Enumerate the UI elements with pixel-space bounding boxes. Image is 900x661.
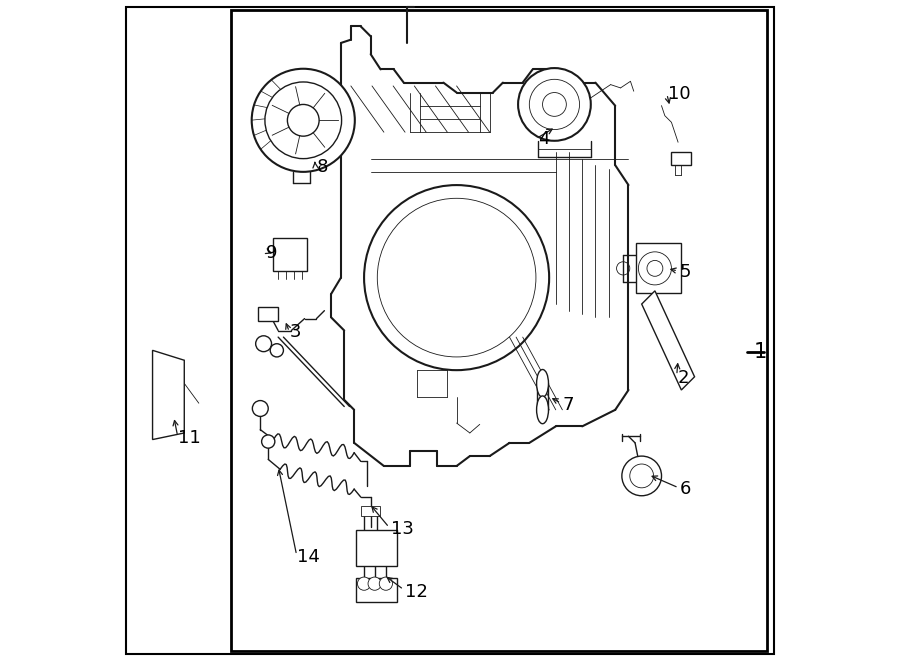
Circle shape xyxy=(252,401,268,416)
Text: 3: 3 xyxy=(290,323,302,341)
Circle shape xyxy=(368,577,382,590)
Bar xyxy=(362,506,380,516)
Text: 1: 1 xyxy=(754,342,768,362)
Polygon shape xyxy=(153,350,184,440)
Circle shape xyxy=(270,344,284,357)
Text: 10: 10 xyxy=(668,85,691,103)
Text: 12: 12 xyxy=(405,582,428,601)
Circle shape xyxy=(256,336,272,352)
Circle shape xyxy=(252,69,355,172)
Bar xyxy=(356,578,397,602)
Text: 13: 13 xyxy=(391,520,413,538)
Text: 8: 8 xyxy=(317,157,328,176)
Circle shape xyxy=(518,68,590,141)
Text: 7: 7 xyxy=(562,395,574,414)
Bar xyxy=(273,238,307,271)
Ellipse shape xyxy=(536,396,548,424)
Polygon shape xyxy=(642,291,695,390)
Bar xyxy=(258,307,278,321)
Circle shape xyxy=(622,456,662,496)
Bar xyxy=(671,152,691,165)
Ellipse shape xyxy=(536,369,548,397)
Bar xyxy=(636,243,681,293)
Text: 5: 5 xyxy=(680,263,691,282)
Text: 9: 9 xyxy=(266,243,278,262)
Text: 4: 4 xyxy=(538,130,549,148)
Text: 14: 14 xyxy=(297,547,320,566)
Text: 11: 11 xyxy=(177,428,201,447)
Circle shape xyxy=(379,577,392,590)
Bar xyxy=(230,10,768,651)
Text: 6: 6 xyxy=(680,480,691,498)
Circle shape xyxy=(262,435,274,448)
Circle shape xyxy=(357,577,371,590)
Text: 2: 2 xyxy=(678,369,689,387)
Bar xyxy=(356,530,397,566)
